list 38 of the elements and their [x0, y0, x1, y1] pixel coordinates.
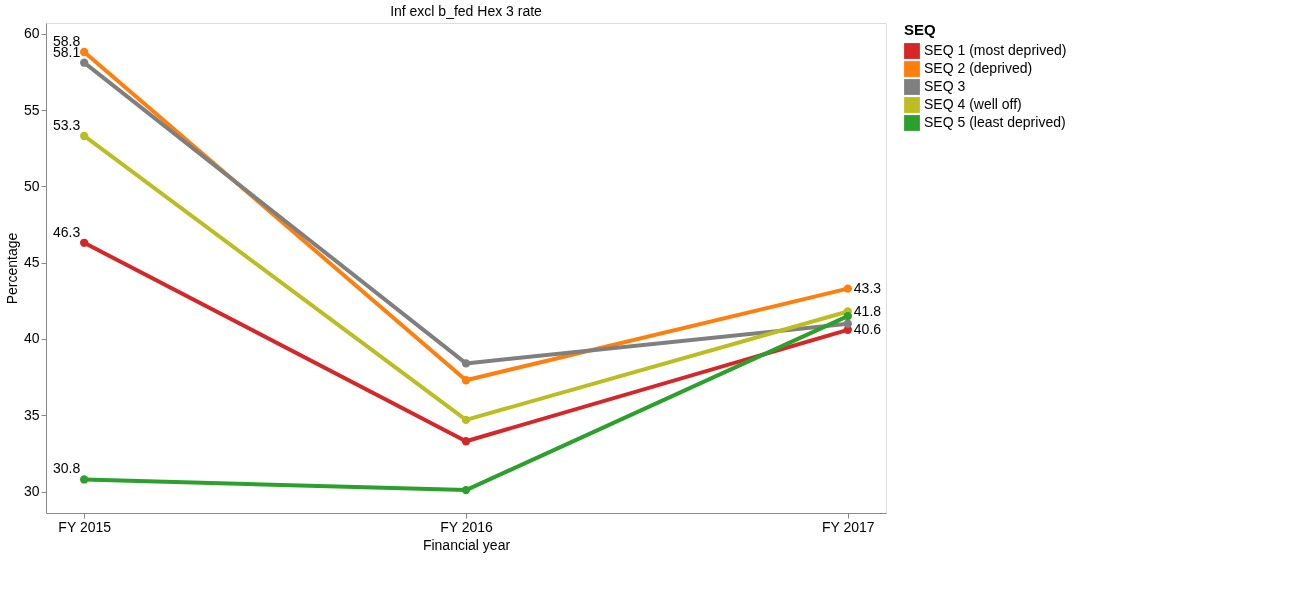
data-label: 40.6 — [853, 320, 882, 337]
y-tick-label: 45 — [23, 254, 40, 271]
point — [80, 238, 89, 247]
data-label: 53.3 — [52, 116, 81, 133]
legend-label: SEQ 4 (well off) — [924, 96, 1022, 112]
legend-label: SEQ 3 — [924, 78, 966, 94]
point — [461, 437, 471, 446]
x-axis-title: Financial year — [422, 536, 511, 553]
point — [80, 58, 89, 67]
point — [461, 415, 471, 425]
y-tick-label: 30 — [23, 483, 40, 500]
point — [80, 131, 89, 141]
point — [843, 311, 852, 321]
data-label: 46.3 — [52, 223, 81, 240]
y-tick-label: 50 — [23, 177, 40, 194]
point — [80, 47, 89, 57]
x-tick-label: FY 2016 — [440, 518, 494, 535]
point — [461, 359, 471, 368]
y-tick-label: 40 — [23, 330, 40, 347]
legend-title: SEQ — [904, 21, 937, 38]
point — [843, 284, 852, 293]
y-tick-label: 55 — [23, 101, 40, 118]
point — [80, 475, 89, 484]
legend-label: SEQ 1 (most deprived) — [924, 42, 1067, 58]
data-label: 30.8 — [52, 460, 81, 477]
chart-title: Inf excl b_fed Hex 3 rate — [390, 3, 543, 19]
legend-label: SEQ 2 (deprived) — [924, 60, 1033, 76]
x-tick-label: FY 2017 — [821, 518, 875, 535]
y-axis-title: Percentage — [3, 232, 20, 305]
x-tick-label: FY 2015 — [58, 518, 112, 535]
legend-label: SEQ 5 (least deprived) — [924, 114, 1066, 130]
point — [461, 376, 471, 385]
data-label: 41.8 — [853, 302, 882, 319]
y-tick-label: 35 — [23, 406, 40, 423]
data-label: 43.3 — [853, 279, 882, 296]
y-tick-label: 60 — [23, 25, 40, 42]
point — [461, 485, 471, 495]
point — [843, 319, 852, 328]
